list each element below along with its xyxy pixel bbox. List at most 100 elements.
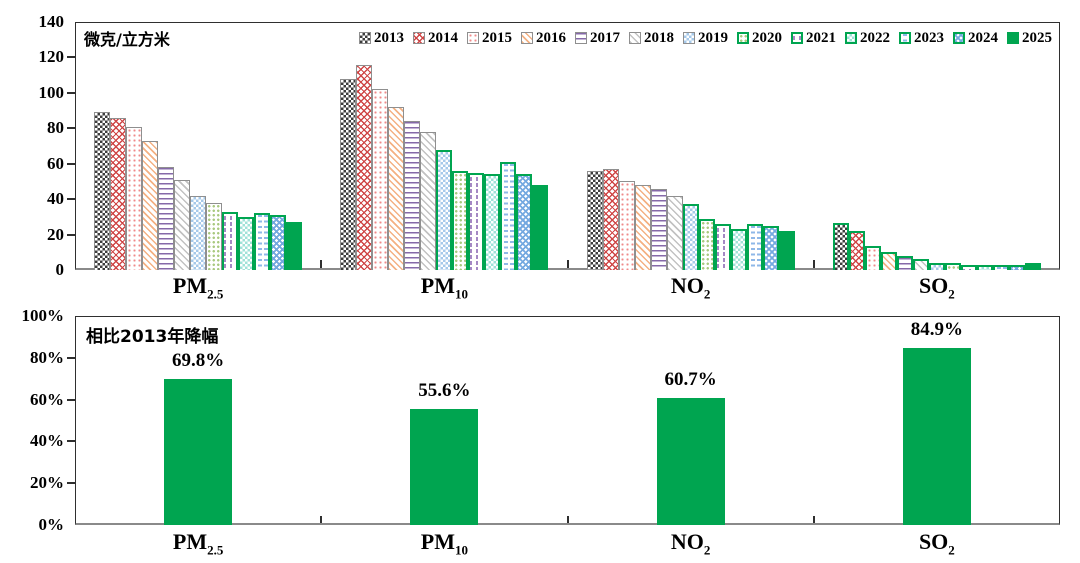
category-label-so2: SO2 [918, 529, 955, 558]
bar-2022-no2 [730, 229, 747, 270]
bar-2016-pm10 [388, 107, 405, 270]
bar-2021-pm2.5 [222, 212, 239, 270]
legend-year-label: 2014 [428, 29, 458, 46]
legend-swatch-2023-icon [899, 32, 911, 44]
y-axis-tick-label: 60 [47, 153, 64, 173]
x-axis-tick [812, 260, 815, 268]
x-axis-tick [812, 516, 815, 523]
bar-2021-pm10 [468, 173, 485, 270]
legend-swatch-2025-icon [1007, 32, 1019, 44]
bar-2020-pm10 [452, 171, 469, 270]
bar-2022-pm2.5 [238, 217, 255, 270]
legend-item-2019: 2019 [683, 30, 728, 47]
category-label-pm10: PM10 [420, 529, 468, 558]
reduction-bar-pm2.5 [164, 379, 233, 525]
y-axis-tick-label: 0% [38, 515, 65, 534]
y-axis-tick-label: 80 [47, 118, 64, 138]
bar-2014-so2 [848, 231, 865, 270]
legend-item-2017: 2017 [575, 30, 620, 47]
x-axis-tick [566, 260, 569, 268]
bar-2022-so2 [976, 265, 993, 270]
y-axis-tick-label: 40% [30, 431, 64, 451]
bar-2024-no2 [762, 226, 779, 270]
y-axis-tick [67, 56, 75, 59]
reduction-value-label: 55.6% [418, 380, 471, 401]
legend-year-label: 2018 [644, 29, 674, 46]
x-axis-tick [320, 516, 323, 523]
y-axis-tick [67, 398, 75, 401]
legend-item-2023: 2023 [899, 30, 944, 47]
y-axis-tick-label: 20 [47, 224, 64, 244]
category-label-pm2.5: PM2.5 [172, 273, 224, 302]
legend-item-2020: 2020 [737, 30, 782, 47]
y-axis-tick-label: 120 [38, 47, 65, 67]
y-axis-tick [67, 356, 75, 359]
bar-2017-so2 [896, 256, 913, 270]
reduction-value-label: 69.8% [172, 350, 225, 371]
bar-2025-no2 [778, 231, 795, 270]
legend-swatch-2014-icon [413, 32, 425, 44]
legend-item-2021: 2021 [791, 30, 836, 47]
x-axis-tick [320, 260, 323, 268]
legend-item-2018: 2018 [629, 30, 674, 47]
unit-label: 微克/立方米 [84, 30, 170, 49]
bar-2015-so2 [864, 246, 881, 270]
reduction-value-label: 84.9% [910, 319, 963, 340]
legend-swatch-2017-icon [575, 32, 587, 44]
legend-swatch-2021-icon [791, 32, 803, 44]
legend-year-label: 2016 [536, 29, 566, 46]
legend-year-label: 2017 [590, 29, 620, 46]
legend-item-2014: 2014 [413, 30, 458, 47]
legend-year-label: 2020 [752, 29, 782, 46]
legend-year-label: 2019 [698, 29, 728, 46]
legend-item-2013: 2013 [359, 30, 404, 47]
reduction-chart-title: 相比2013年降幅 [86, 327, 219, 347]
bar-2015-no2 [618, 181, 635, 270]
y-axis-tick-label: 100% [21, 306, 65, 325]
bar-2013-pm10 [340, 79, 357, 270]
bar-2021-no2 [714, 224, 731, 270]
bar-2019-no2 [682, 204, 699, 270]
legend-item-2025: 2025 [1007, 30, 1052, 47]
category-label-so2: SO2 [918, 273, 955, 302]
y-axis-tick [67, 482, 75, 485]
y-axis-tick [67, 162, 75, 165]
bar-2024-pm2.5 [270, 215, 287, 270]
legend-item-2022: 2022 [845, 30, 890, 47]
bar-2018-pm10 [420, 132, 437, 270]
bar-2024-pm10 [516, 174, 533, 270]
bar-2019-pm10 [436, 150, 453, 270]
legend-swatch-2024-icon [953, 32, 965, 44]
legend-year-label: 2015 [482, 29, 512, 46]
bar-2014-pm10 [356, 65, 373, 270]
bar-2018-so2 [912, 259, 929, 270]
bar-2023-pm2.5 [254, 213, 271, 270]
legend-swatch-2018-icon [629, 32, 641, 44]
bar-2016-no2 [634, 185, 651, 270]
bar-2023-no2 [746, 224, 763, 270]
reduction-plot-area [75, 316, 1060, 525]
bar-2025-pm2.5 [286, 222, 303, 270]
legend-year-label: 2022 [860, 29, 890, 46]
bar-2014-no2 [602, 169, 619, 270]
bar-2018-pm2.5 [174, 180, 191, 270]
bar-2025-so2 [1024, 263, 1041, 270]
legend-year-label: 2021 [806, 29, 836, 46]
y-axis-tick [67, 127, 75, 130]
reduction-value-label: 60.7% [664, 369, 717, 390]
bar-2019-so2 [928, 263, 945, 270]
legend-year-label: 2013 [374, 29, 404, 46]
legend-swatch-2022-icon [845, 32, 857, 44]
y-axis-tick [67, 440, 75, 443]
bar-2023-so2 [992, 265, 1009, 270]
legend-swatch-2015-icon [467, 32, 479, 44]
bar-2020-so2 [944, 263, 961, 270]
y-axis-tick-label: 80% [30, 347, 64, 367]
legend-year-label: 2025 [1022, 29, 1052, 46]
bar-2025-pm10 [532, 185, 549, 270]
legend-item-2024: 2024 [953, 30, 998, 47]
reduction-bar-no2 [656, 398, 725, 525]
x-axis-tick [566, 516, 569, 523]
bar-2016-pm2.5 [142, 141, 159, 270]
